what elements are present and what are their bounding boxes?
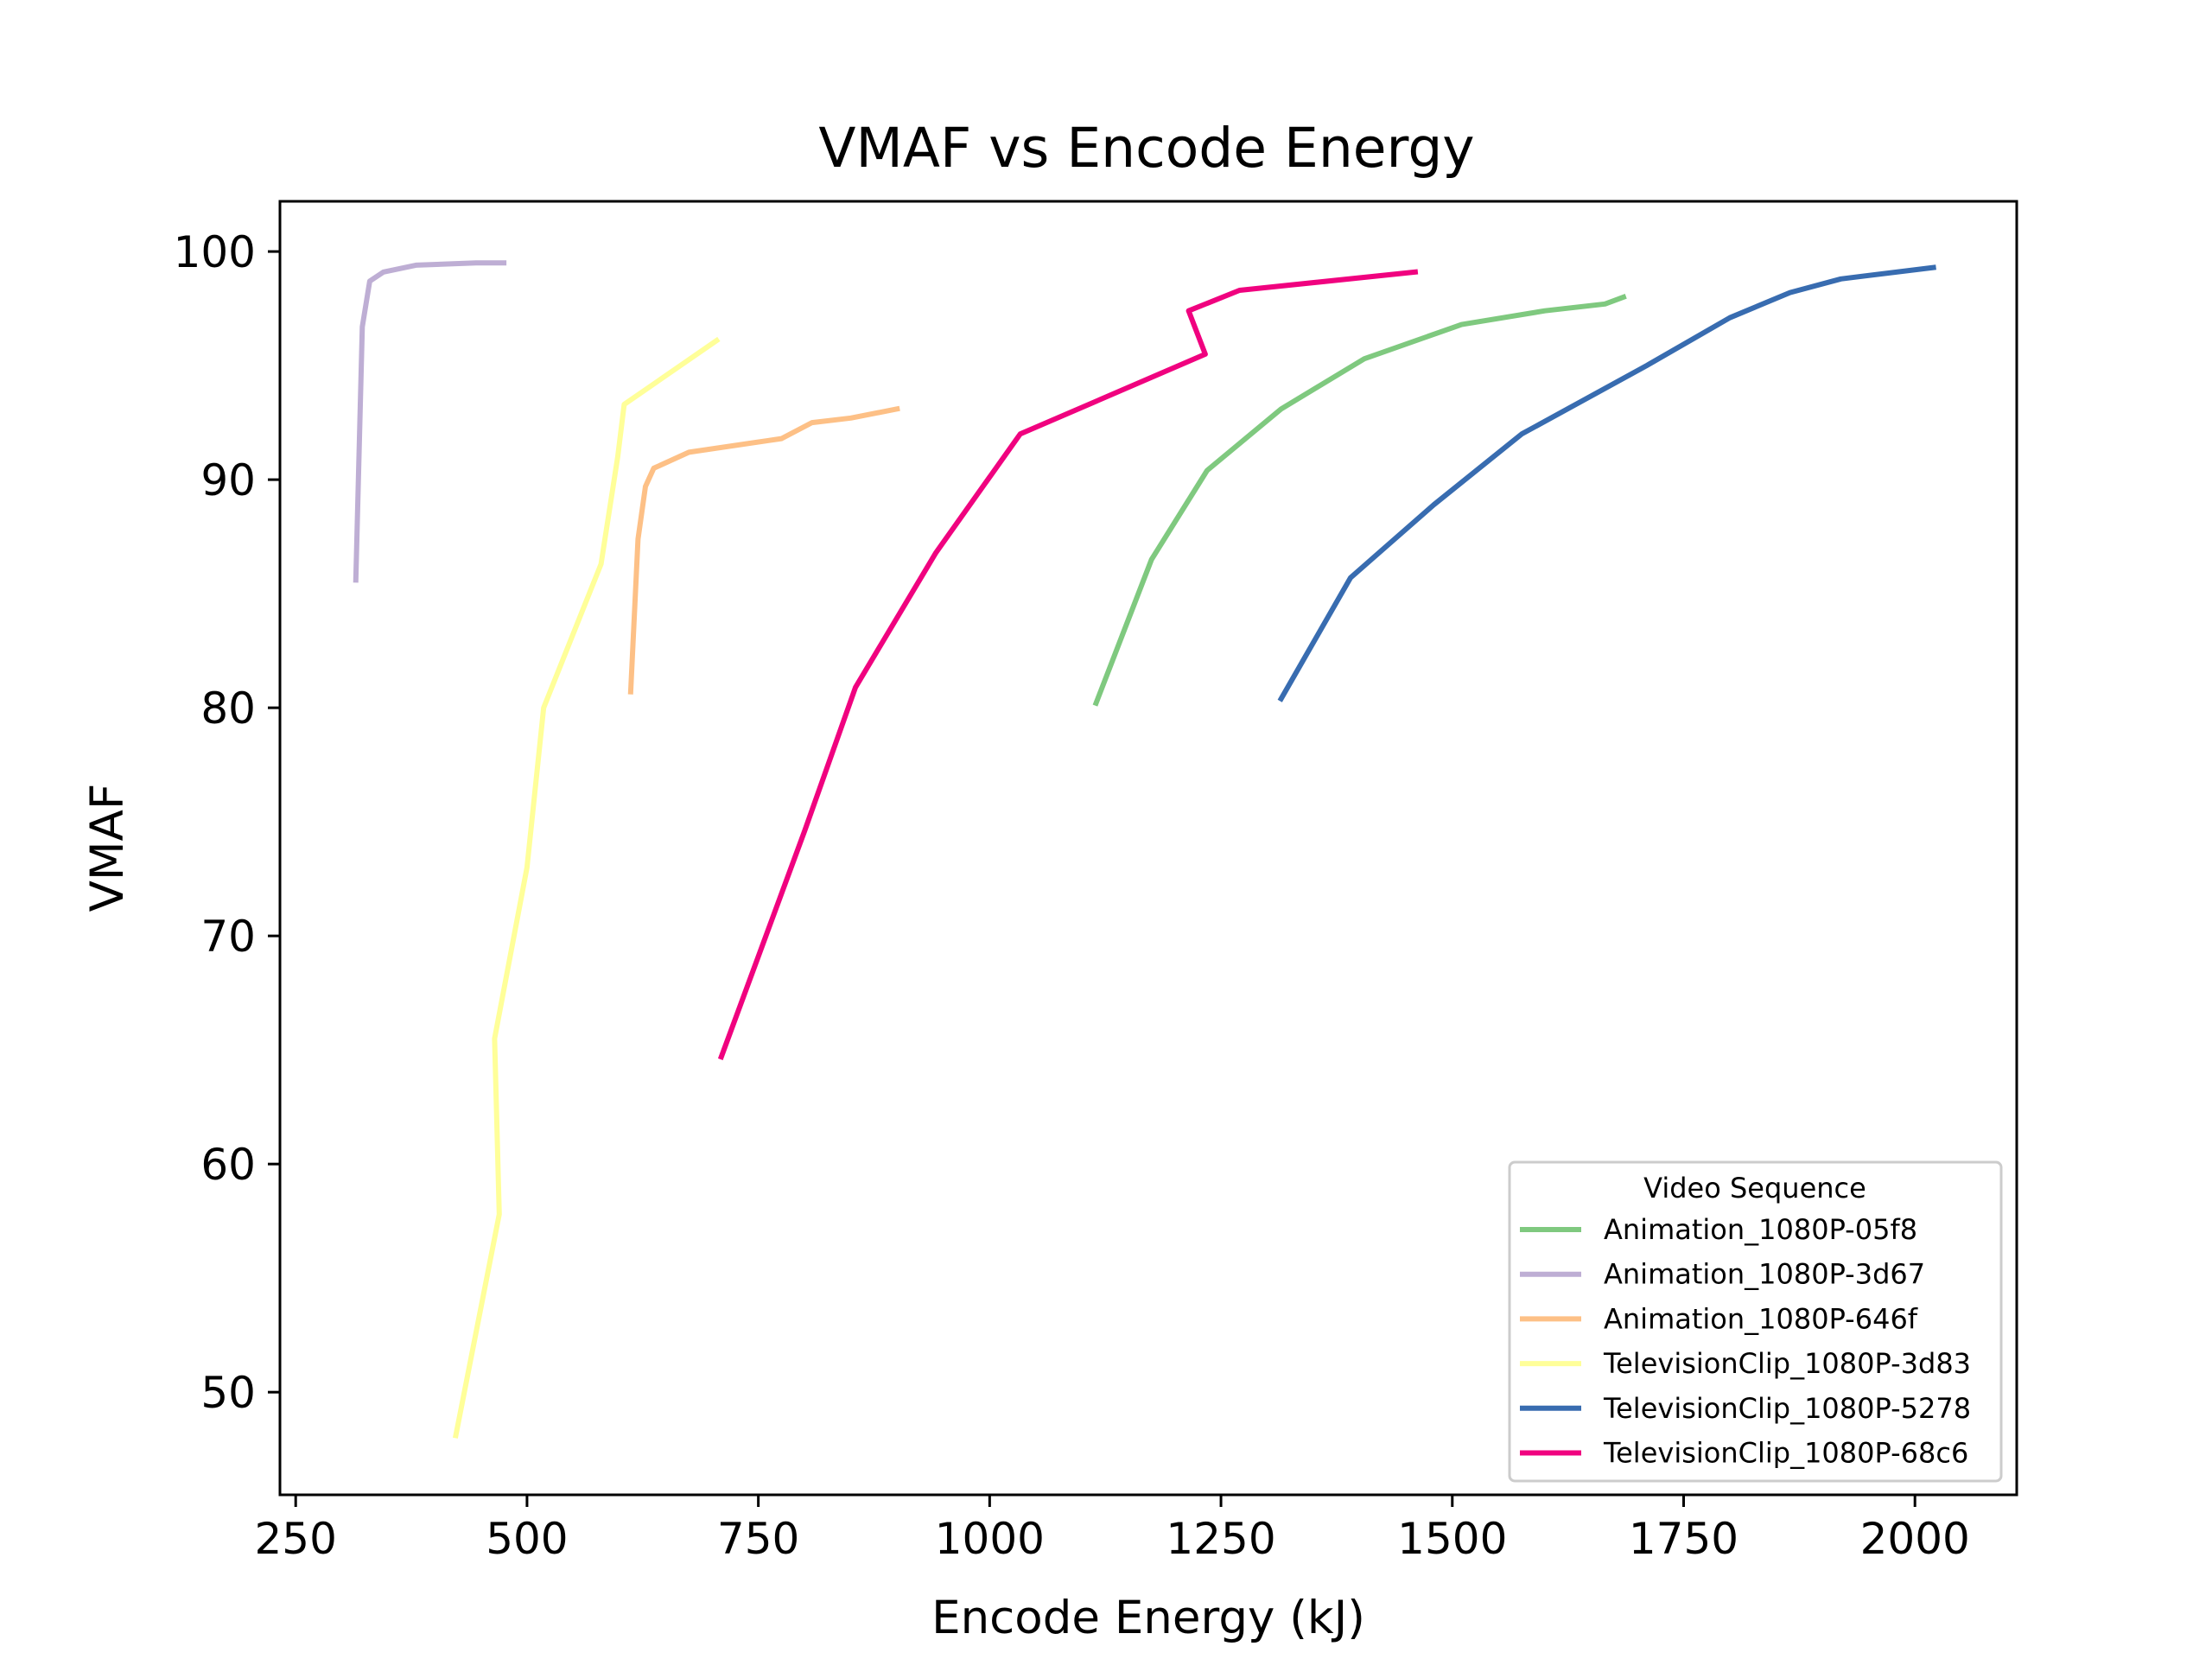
legend-title: Video Sequence [1643, 1172, 1866, 1205]
legend-label: Animation_1080P-646f [1604, 1302, 1918, 1335]
x-tick-label: 500 [486, 1514, 568, 1564]
legend: Video Sequence Animation_1080P-05f8Anima… [1508, 1160, 2003, 1483]
series-line-0 [1092, 294, 1627, 707]
y-tick-label: 100 [174, 227, 256, 277]
x-tick-label: 1250 [1166, 1514, 1275, 1564]
legend-label: Animation_1080P-05f8 [1604, 1213, 1917, 1246]
series-line-5 [717, 269, 1419, 1060]
x-tick-label: 750 [717, 1514, 799, 1564]
x-tick-label: 2000 [1860, 1514, 1970, 1564]
legend-box [1508, 1160, 2003, 1483]
series-layer [353, 260, 1936, 1439]
series-line-4 [1277, 264, 1936, 702]
legend-label: Animation_1080P-3d67 [1604, 1258, 1925, 1291]
x-tick-label: 1750 [1629, 1514, 1738, 1564]
y-axis: 50 60 70 80 90 100 [174, 227, 280, 1418]
x-axis-label: Encode Energy (kJ) [931, 1592, 1365, 1644]
y-tick-label: 60 [200, 1140, 256, 1190]
legend-label: TelevisionClip_1080P-5278 [1603, 1392, 1971, 1425]
chart-title: VMAF vs Encode Energy [818, 117, 1474, 180]
x-tick-label: 1000 [935, 1514, 1045, 1564]
x-tick-label: 1500 [1397, 1514, 1507, 1564]
series-line-3 [452, 336, 721, 1439]
legend-label: TelevisionClip_1080P-68c6 [1603, 1437, 1968, 1470]
series-line-2 [627, 405, 900, 695]
x-axis: 250 500 750 1000 1250 1500 1750 2000 [254, 1495, 1970, 1564]
legend-label: TelevisionClip_1080P-3d83 [1603, 1347, 1971, 1380]
legend-entries: Animation_1080P-05f8 Animation_1080P-3d67… [1520, 1213, 1971, 1470]
y-tick-label: 50 [200, 1368, 256, 1418]
y-tick-label: 70 [200, 912, 256, 962]
series-line-1 [353, 260, 507, 583]
y-axis-label: VMAF [81, 784, 134, 912]
x-tick-label: 250 [254, 1514, 336, 1564]
y-tick-label: 80 [200, 683, 256, 734]
y-tick-label: 90 [200, 455, 256, 505]
plot-frame [278, 200, 2018, 1497]
